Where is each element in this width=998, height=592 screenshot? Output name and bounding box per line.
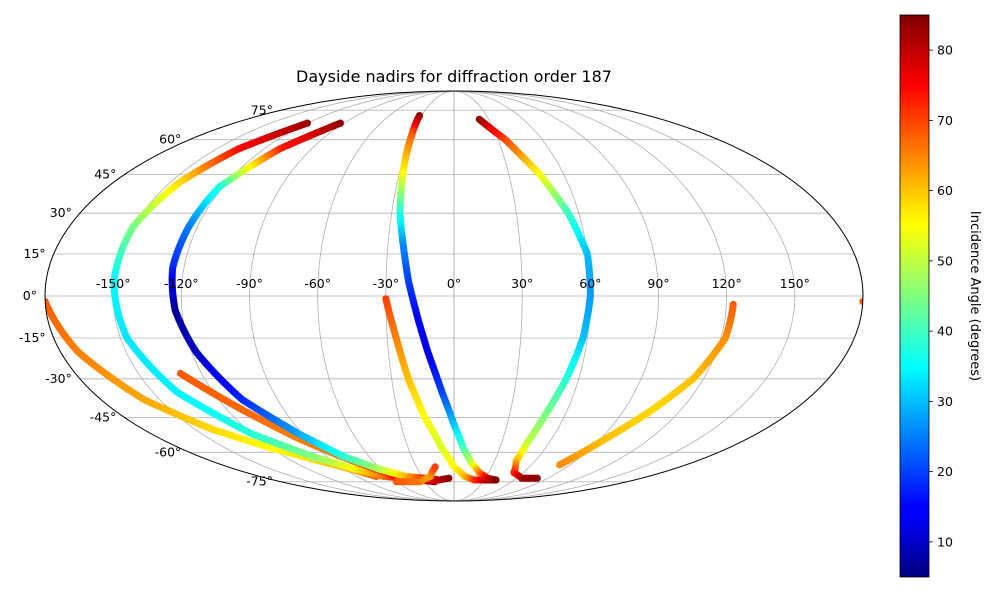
lon-tick-label: -150°: [96, 276, 131, 291]
lat-tick-label: 30°: [50, 205, 72, 220]
lon-tick-label: -90°: [236, 276, 263, 291]
lon-tick-label: -60°: [304, 276, 331, 291]
colorbar-ticks: 10 20 30 40 50 60 70 80: [929, 43, 953, 549]
colorbar-tick-label: 60: [937, 183, 953, 198]
lat-tick-label: 15°: [24, 246, 46, 261]
lon-tick-label: 120°: [712, 276, 742, 291]
map-boundary: [44, 90, 864, 502]
chart-title: Dayside nadirs for diffraction order 187: [296, 67, 612, 86]
colorbar-tick-label: 70: [937, 113, 953, 128]
colorbar-tick-label: 80: [937, 43, 953, 58]
lat-tick-label: -60°: [155, 444, 182, 459]
lon-tick-label: -120°: [164, 276, 199, 291]
data-points: [45, 111, 863, 486]
lat-tick-label: -30°: [45, 371, 72, 386]
colorbar-tick-label: 40: [937, 324, 953, 339]
lat-tick-label: 75°: [251, 102, 273, 117]
tick-labels: -150° -120° -90° -60° -30° 0° 30° 60° 90° 120° 150…: [19, 102, 810, 488]
lon-tick-label: -30°: [372, 276, 399, 291]
lat-tick-label: 0°: [23, 288, 37, 303]
lat-tick-label: 60°: [159, 132, 181, 147]
data-point: [556, 461, 564, 469]
map-grid: [45, 91, 863, 501]
lon-tick-label: 60°: [579, 276, 601, 291]
lon-tick-label: 90°: [647, 276, 669, 291]
data-point: [445, 474, 453, 482]
data-point: [533, 474, 541, 482]
lat-tick-label: -75°: [246, 474, 273, 489]
colorbar: 10 20 30 40 50 60 70 80 Incidence Angle (degree…: [899, 14, 982, 578]
colorbar-label: Incidence Angle (degrees): [967, 211, 982, 381]
lon-tick-label: 150°: [780, 276, 810, 291]
lat-tick-label: -45°: [90, 409, 117, 424]
colorbar-tick-label: 50: [937, 253, 953, 268]
lat-tick-label: 45°: [94, 167, 116, 182]
lon-tick-label: 30°: [511, 276, 533, 291]
colorbar-gradient: [899, 14, 930, 578]
data-point: [431, 463, 439, 471]
colorbar-tick-label: 20: [937, 464, 953, 479]
colorbar-tick-label: 10: [937, 534, 953, 549]
data-point: [492, 476, 500, 484]
colorbar-tick-label: 30: [937, 394, 953, 409]
lon-tick-label: 0°: [447, 276, 461, 291]
lat-tick-label: -15°: [19, 330, 46, 345]
